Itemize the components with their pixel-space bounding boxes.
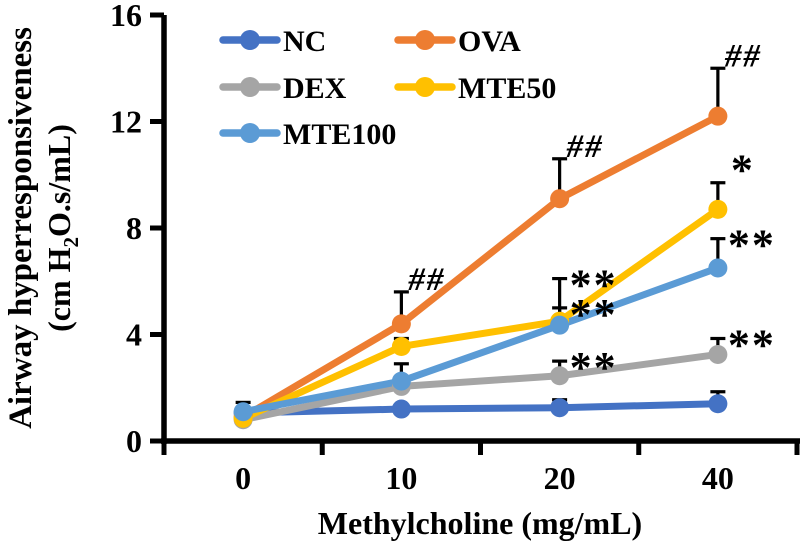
data-point-MTE100	[233, 402, 253, 422]
legend-item-DEX: DEX	[219, 72, 347, 105]
x-axis-title: Methylcholine (mg/mL)	[318, 505, 642, 541]
legend-label: MTE100	[283, 118, 396, 151]
significance-annotation: **	[728, 221, 776, 270]
data-point-MTE100	[708, 258, 728, 278]
data-point-OVA	[550, 189, 570, 209]
series-line-NC	[239, 400, 722, 417]
y-tick-label: 4	[126, 317, 142, 353]
y-axis-title-line1: Airway hyperresponsiveness	[3, 27, 39, 429]
y-tick-label: 8	[126, 210, 142, 246]
x-tick-label: 40	[702, 460, 734, 496]
significance-annotation: ##	[724, 38, 762, 74]
series-line-OVA	[239, 112, 722, 421]
significance-annotation: ##	[566, 129, 604, 165]
data-point-NC	[391, 399, 411, 419]
data-point-NC	[550, 398, 570, 418]
x-tick-label: 0	[235, 460, 251, 496]
data-point-MTE50	[391, 336, 411, 356]
series-line-MTE100	[239, 264, 722, 416]
legend-item-MTE100: MTE100	[219, 118, 396, 151]
series-line-DEX	[239, 350, 722, 424]
significance-annotation: **	[570, 290, 618, 339]
legend-label: DEX	[283, 72, 347, 105]
legend-label: MTE50	[458, 72, 556, 105]
significance-annotation: **	[570, 261, 618, 310]
series-line-MTE50	[239, 205, 722, 422]
legend-marker	[240, 123, 260, 143]
significance-annotation: **	[570, 343, 618, 392]
data-point-NC	[708, 394, 728, 414]
data-point-DEX	[708, 344, 728, 364]
significance-annotation: **	[728, 320, 776, 369]
y-axis-title-line2: (cm H2O.s/mL)	[41, 124, 83, 332]
legend-item-OVA: OVA	[394, 25, 521, 58]
data-point-OVA	[391, 314, 411, 334]
legend-marker	[240, 77, 260, 97]
x-tick-label: 20	[544, 460, 576, 496]
significance-annotation: ##	[407, 262, 445, 298]
legend-marker	[415, 77, 435, 97]
significance-annotation: *	[731, 146, 755, 195]
y-tick-label: 0	[126, 423, 142, 459]
y-tick-label: 16	[110, 0, 142, 33]
legend-label: OVA	[458, 25, 521, 58]
legend-marker	[240, 30, 260, 50]
data-point-MTE100	[391, 371, 411, 391]
data-point-MTE50	[708, 199, 728, 219]
legend-item-MTE50: MTE50	[394, 72, 556, 105]
data-point-MTE100	[550, 315, 570, 335]
legend-marker	[415, 30, 435, 50]
x-tick-label: 10	[385, 460, 417, 496]
data-point-DEX	[550, 366, 570, 386]
data-point-OVA	[708, 106, 728, 126]
y-tick-label: 12	[110, 104, 142, 140]
legend-label: NC	[283, 25, 326, 58]
legend-item-NC: NC	[219, 25, 326, 58]
